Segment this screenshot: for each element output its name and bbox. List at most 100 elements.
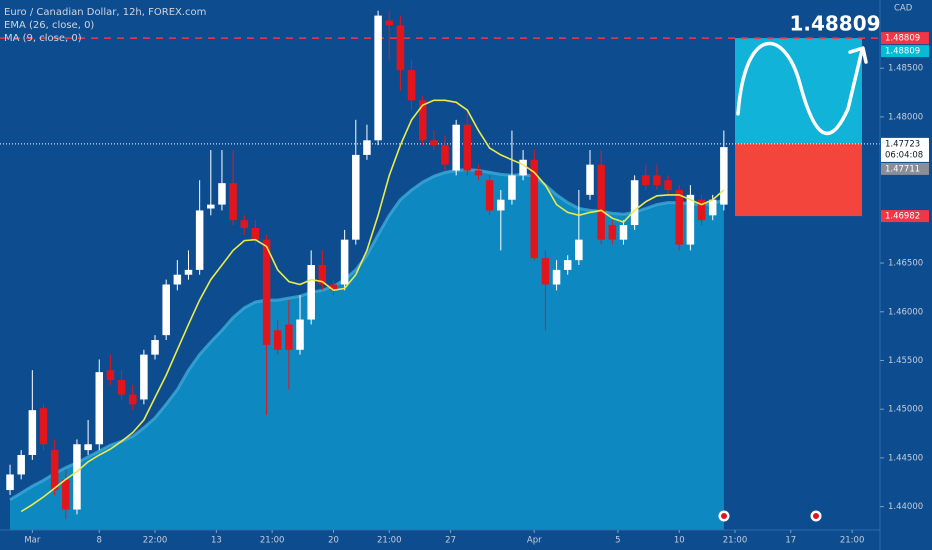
candle-body xyxy=(653,175,661,186)
candle-body xyxy=(385,20,394,26)
x-tick-label: 21:00 xyxy=(723,536,748,546)
candle-body xyxy=(430,140,438,146)
candle-body xyxy=(619,225,628,240)
x-tick-label: 13 xyxy=(211,536,222,546)
candle-body xyxy=(184,269,193,275)
candle-body xyxy=(50,450,59,491)
candle-body xyxy=(519,159,527,176)
candle-body xyxy=(697,199,706,221)
candle-body xyxy=(151,340,159,355)
x-tick-label: 27 xyxy=(445,536,456,546)
y-tick-label: 1.48000 xyxy=(888,112,923,122)
y-tick-label: 1.48500 xyxy=(888,64,923,74)
candle-body xyxy=(229,183,237,221)
event-icon-dot xyxy=(813,513,819,519)
candle-body xyxy=(207,204,215,209)
x-tick-label: Apr xyxy=(527,536,542,546)
candle-body xyxy=(251,227,260,240)
candle-body xyxy=(106,370,115,380)
candle-body xyxy=(452,124,460,171)
candle-body xyxy=(407,70,416,101)
plot xyxy=(0,10,880,530)
candle-body xyxy=(273,330,282,350)
candle-body xyxy=(285,324,293,350)
legend-entry: MA (9, close, 0) xyxy=(4,33,82,44)
candle-body xyxy=(173,274,182,285)
candle-body xyxy=(664,180,672,190)
y-tick-label: 1.45000 xyxy=(888,405,923,415)
countdown: 06:04:08 xyxy=(885,150,923,160)
x-tick-label: Mar xyxy=(24,536,41,546)
target-zone xyxy=(735,38,862,144)
candle-body xyxy=(708,199,717,216)
price-label: 1.47711 xyxy=(885,164,920,174)
x-tick-label: 21:00 xyxy=(840,536,865,546)
price-label: 1.46982 xyxy=(885,212,920,222)
price-label: 1.48809 xyxy=(885,47,920,57)
x-tick-label: 8 xyxy=(97,536,102,546)
candle-body xyxy=(508,175,516,200)
price-label-box xyxy=(881,137,929,162)
price-label: 1.47723 xyxy=(885,139,920,149)
candle-body xyxy=(363,140,371,155)
price-label-box xyxy=(881,210,929,223)
forecast-curve xyxy=(736,41,864,135)
candle-body xyxy=(84,444,92,451)
event-icon-dot xyxy=(721,513,727,519)
candle-body xyxy=(374,15,382,141)
x-tick-label: 20 xyxy=(328,536,339,546)
legend-entry: EMA (26, close, 0) xyxy=(4,20,94,31)
candle-body xyxy=(262,239,271,345)
candle-body xyxy=(441,145,449,165)
candle-body xyxy=(162,284,170,336)
candle-body xyxy=(307,265,315,320)
candle-body xyxy=(642,175,650,186)
candle-body xyxy=(586,164,594,195)
candle-body xyxy=(485,180,494,211)
y-tick-label: 1.46000 xyxy=(888,307,923,317)
candle-body xyxy=(17,454,25,475)
candle-body xyxy=(563,260,572,270)
candle-body xyxy=(240,220,249,228)
x-tick-label: 10 xyxy=(674,536,685,546)
price-label-box xyxy=(881,32,929,45)
candle-body xyxy=(530,159,538,259)
candle-body xyxy=(73,444,81,510)
y-tick-label: 1.46500 xyxy=(888,259,923,269)
candle-body xyxy=(28,410,37,455)
y-tick-label: 1.44500 xyxy=(888,453,923,463)
target-price-label: 1.48809 xyxy=(789,12,880,36)
candle-body xyxy=(541,258,550,285)
x-tick-label: 5 xyxy=(615,536,620,546)
price-label-box xyxy=(881,45,929,58)
x-tick-label: 22:00 xyxy=(143,536,168,546)
x-tick-label: 21:00 xyxy=(377,536,402,546)
candle-body xyxy=(418,100,427,141)
candle-body xyxy=(195,210,204,270)
candle-body xyxy=(608,225,617,240)
candle-body xyxy=(396,25,405,71)
currency-label: CAD xyxy=(894,4,913,14)
forecast-arrow xyxy=(848,46,868,64)
candle-body xyxy=(686,194,695,245)
candle-body xyxy=(117,379,126,395)
candle-body xyxy=(128,394,137,405)
stop-zone xyxy=(735,143,862,217)
ma-line xyxy=(20,99,725,513)
candle-body xyxy=(552,269,561,285)
candle-body xyxy=(218,183,226,205)
y-tick-label: 1.44000 xyxy=(888,502,923,512)
candle-body xyxy=(62,479,70,510)
candle-body xyxy=(39,408,48,445)
y-tick-label: 1.45500 xyxy=(888,356,923,366)
candle-body xyxy=(474,170,483,176)
candle-body xyxy=(318,265,327,285)
candle-body xyxy=(340,239,349,285)
candle-body xyxy=(575,239,583,261)
candle-body xyxy=(140,354,148,400)
candle-body xyxy=(463,124,472,171)
candle-body xyxy=(720,147,728,205)
candle-body xyxy=(296,319,304,350)
candle-body xyxy=(329,284,338,291)
